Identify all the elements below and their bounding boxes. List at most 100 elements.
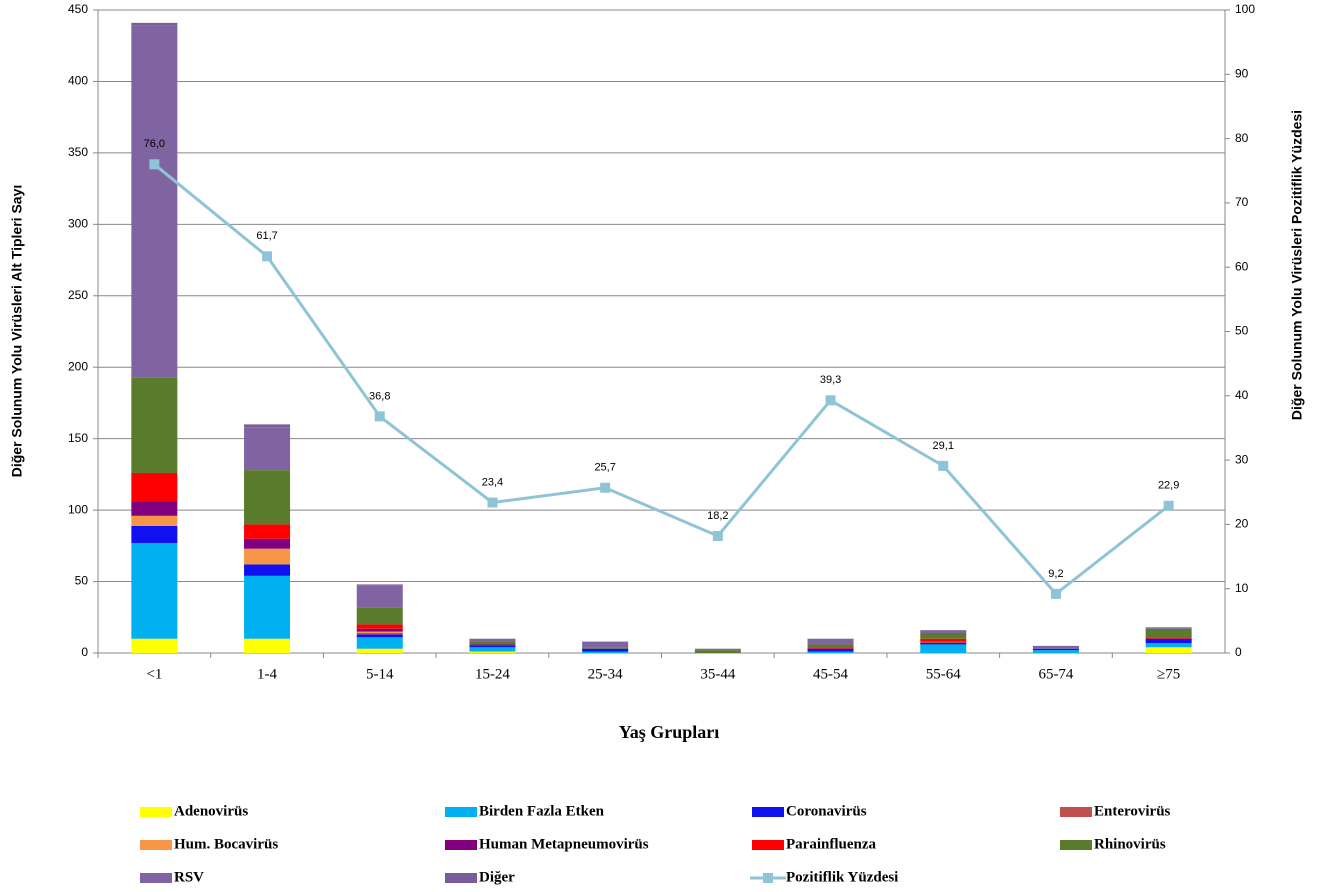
x-tick-label: 25-34 [588,666,623,682]
bar-segment [244,575,291,639]
bar-segment [582,651,629,653]
legend-swatch [763,873,773,883]
y-tick-label: 300 [68,217,88,231]
bar-segment [920,632,967,639]
bar-segment [807,647,854,649]
y2-tick-label: 90 [1235,66,1249,80]
bar-segment [469,645,516,648]
line-marker [374,411,385,422]
data-label: 29,1 [933,440,954,452]
bar-segment [131,638,178,653]
bar-segment [244,538,291,549]
bar-segment [131,515,178,526]
legend-label: Hum. Bocavirüs [174,836,278,852]
bar-segment [131,525,178,543]
bar-segment [131,377,178,473]
line-marker [825,395,836,406]
y2-tick-label: 50 [1235,324,1249,338]
legend-swatch [140,807,172,817]
bar-segment [244,564,291,576]
data-label: 18,2 [707,510,728,522]
bar-segment [356,607,403,625]
y-tick-label: 450 [68,2,88,16]
bar-segment [244,424,291,428]
legend-label: Adenovirüs [174,803,248,819]
bar-segment [356,585,403,608]
bar-segment [469,644,516,646]
bar-segment [356,632,403,635]
legend-swatch [140,873,172,883]
bar-segment [356,634,403,638]
x-axis-label: Yaş Grupları [619,722,720,742]
bar-segment [469,651,516,653]
data-label: 76,0 [144,138,165,150]
line-marker [487,497,498,508]
bar-segment [920,642,967,645]
bar-segment [582,641,629,648]
y-axis-label: Diğer Solunum Yolu Virüsleri Alt Tipleri… [9,185,25,478]
y2-tick-label: 80 [1235,131,1249,145]
bar-segment [1032,645,1079,649]
bar-segment [1032,650,1079,653]
data-label: 9,2 [1048,568,1063,580]
legend-swatch [752,840,784,850]
data-label: 22,9 [1158,480,1179,492]
legend-label: RSV [174,869,204,885]
bar-segment [356,637,403,649]
bar-segment [356,631,403,633]
bar-segment [131,472,178,502]
x-tick-label: 35-44 [700,666,735,682]
bar-segment [356,624,403,629]
data-label: 61,7 [256,230,277,242]
legend-label: Enterovirüs [1094,803,1171,819]
y2-tick-label: 30 [1235,452,1249,466]
legend-label: Parainfluenza [786,836,876,852]
line-marker [712,530,723,541]
bar-segment [920,630,967,633]
legend-swatch [445,873,477,883]
line-marker [1163,500,1174,511]
data-label: 25,7 [594,462,615,474]
legend-swatch [1060,807,1092,817]
legend-label: Human Metapneumovirüs [479,836,649,852]
line-marker [600,482,611,493]
bar-segment [244,638,291,653]
y2-tick-label: 100 [1235,2,1255,16]
bar-segment [807,648,854,652]
bar-segment [131,25,178,378]
data-label: 39,3 [820,374,841,386]
bar-segment [1032,648,1079,651]
x-tick-label: 55-64 [926,666,961,682]
bar-segment [131,22,178,26]
x-tick-label: 15-24 [475,666,510,682]
bar-segment [920,644,967,653]
legend-label: Diğer [479,869,515,885]
bar-segment [1145,627,1192,629]
y-tick-label: 250 [68,288,88,302]
bar-segment [244,427,291,471]
bar-segment [469,641,516,645]
legend-swatch [752,807,784,817]
bar-segment [356,628,403,632]
y2-tick-label: 60 [1235,259,1249,273]
y-tick-label: 50 [75,574,89,588]
legend-swatch [1060,840,1092,850]
y-tick-label: 0 [81,645,88,659]
x-tick-label: 45-54 [813,666,848,682]
y2-tick-label: 20 [1235,517,1249,531]
y2-tick-label: 40 [1235,388,1249,402]
y-tick-label: 350 [68,145,88,159]
x-tick-label: 5-14 [366,666,394,682]
legend-swatch [140,840,172,850]
data-label: 36,8 [369,390,390,402]
legend-label: Pozitiflik Yüzdesi [786,869,898,885]
x-tick-label: 65-74 [1038,666,1073,682]
legend-swatch [445,807,477,817]
y2-tick-label: 0 [1235,645,1242,659]
bar-segment [1145,647,1192,653]
bar-segment [582,648,629,652]
y2-tick-label: 70 [1235,195,1249,209]
legend-label: Coronavirüs [786,803,867,819]
y-tick-label: 200 [68,359,88,373]
line-marker [149,159,160,170]
